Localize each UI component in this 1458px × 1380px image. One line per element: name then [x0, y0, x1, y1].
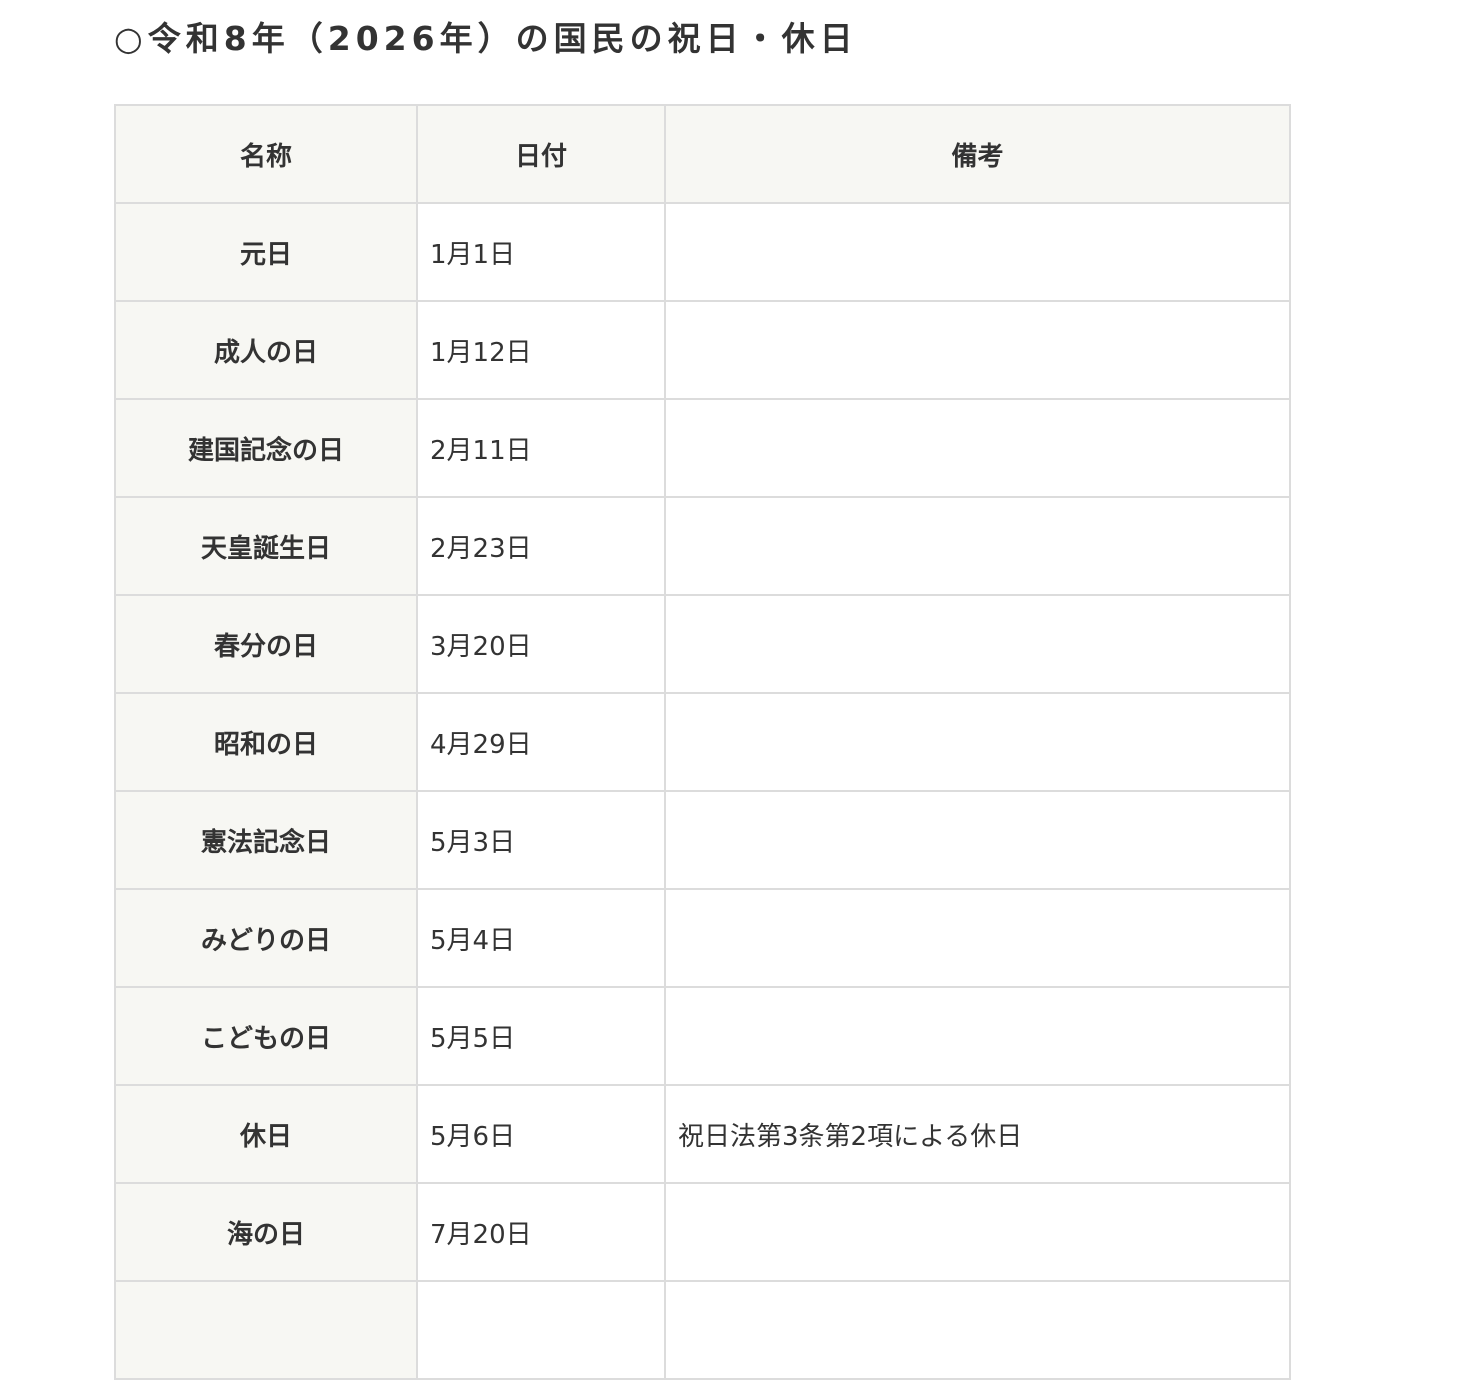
table-row: 休日 5月6日 祝日法第3条第2項による休日 — [114, 1084, 1291, 1184]
holiday-name: 休日 — [114, 1084, 418, 1184]
holiday-name: 春分の日 — [114, 594, 418, 694]
table-row: 春分の日 3月20日 — [114, 594, 1291, 694]
table-row: 海の日 7月20日 — [114, 1182, 1291, 1282]
table-row: 元日 1月1日 — [114, 202, 1291, 302]
holiday-name: みどりの日 — [114, 888, 418, 988]
holiday-date — [416, 1280, 666, 1380]
holiday-date: 5月5日 — [416, 986, 666, 1086]
holiday-table: 名称 日付 備考 元日 1月1日 成人の日 1月12日 建国記念の日 2月11日 天皇誕生日… — [114, 104, 1291, 1380]
holiday-note — [664, 202, 1291, 302]
table-row: 昭和の日 4月29日 — [114, 692, 1291, 792]
holiday-date: 3月20日 — [416, 594, 666, 694]
holiday-date: 5月3日 — [416, 790, 666, 890]
holiday-date: 2月11日 — [416, 398, 666, 498]
table-row: 成人の日 1月12日 — [114, 300, 1291, 400]
table-row: 天皇誕生日 2月23日 — [114, 496, 1291, 596]
holiday-note — [664, 300, 1291, 400]
holiday-date: 7月20日 — [416, 1182, 666, 1282]
holiday-note — [664, 398, 1291, 498]
holiday-note: 祝日法第3条第2項による休日 — [664, 1084, 1291, 1184]
holiday-note — [664, 594, 1291, 694]
holiday-name: 元日 — [114, 202, 418, 302]
table-row: 建国記念の日 2月11日 — [114, 398, 1291, 498]
holiday-note — [664, 692, 1291, 792]
holiday-date: 4月29日 — [416, 692, 666, 792]
holiday-note — [664, 986, 1291, 1086]
holiday-note — [664, 790, 1291, 890]
holiday-name: 天皇誕生日 — [114, 496, 418, 596]
page-title: ○令和8年（2026年）の国民の祝日・休日 — [114, 19, 858, 58]
holiday-name: 建国記念の日 — [114, 398, 418, 498]
table-row: 憲法記念日 5月3日 — [114, 790, 1291, 890]
table-row: みどりの日 5月4日 — [114, 888, 1291, 988]
holiday-date: 2月23日 — [416, 496, 666, 596]
holiday-note — [664, 496, 1291, 596]
table-row: こどもの日 5月5日 — [114, 986, 1291, 1086]
holiday-date: 5月6日 — [416, 1084, 666, 1184]
table-header-row: 名称 日付 備考 — [114, 104, 1291, 204]
header-name: 名称 — [114, 104, 418, 204]
holiday-name: こどもの日 — [114, 986, 418, 1086]
holiday-date: 1月1日 — [416, 202, 666, 302]
holiday-date: 1月12日 — [416, 300, 666, 400]
holiday-name: 海の日 — [114, 1182, 418, 1282]
header-note: 備考 — [664, 104, 1291, 204]
holiday-note — [664, 1182, 1291, 1282]
header-date: 日付 — [416, 104, 666, 204]
holiday-name: 成人の日 — [114, 300, 418, 400]
holiday-note — [664, 888, 1291, 988]
holiday-name: 憲法記念日 — [114, 790, 418, 890]
table-row — [114, 1280, 1291, 1380]
holiday-name: 昭和の日 — [114, 692, 418, 792]
holiday-note — [664, 1280, 1291, 1380]
holiday-date: 5月4日 — [416, 888, 666, 988]
holiday-name — [114, 1280, 418, 1380]
